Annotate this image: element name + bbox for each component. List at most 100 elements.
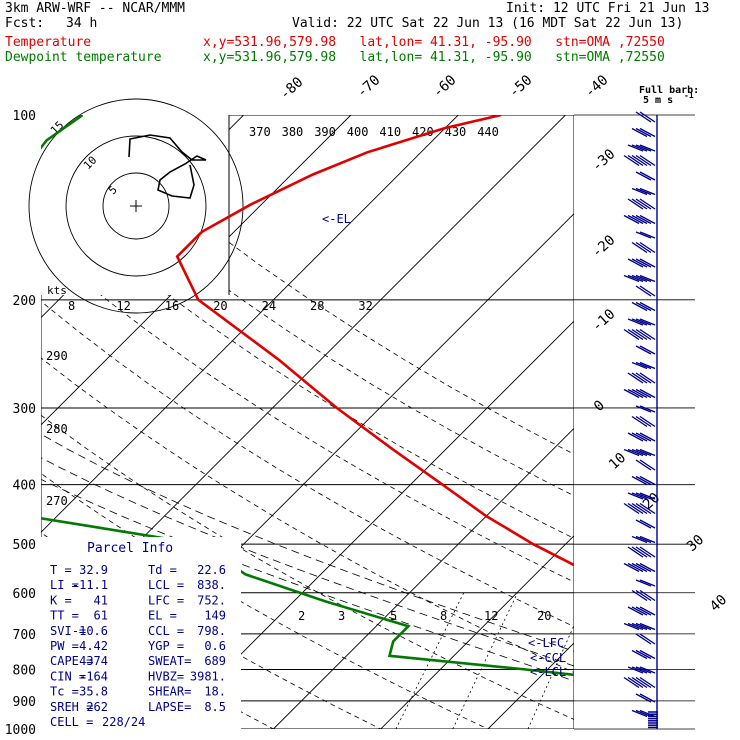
wind-barb xyxy=(627,198,644,210)
wind-barb xyxy=(635,372,652,384)
lcl-annotation: <-LCL xyxy=(530,665,566,679)
mixing-ratio-label: 20 xyxy=(537,609,551,623)
wind-barb xyxy=(639,405,656,413)
barb-key-value: 5 m s xyxy=(643,95,673,106)
mixing-ratio-label: 3 xyxy=(338,609,345,623)
wind-barb xyxy=(639,127,656,138)
wind-barb xyxy=(623,502,640,515)
wind-barb xyxy=(627,328,644,341)
dewpoint-curve xyxy=(41,115,574,677)
parcel-param-name: SHEAR= xyxy=(148,685,191,699)
wind-barb xyxy=(639,606,656,616)
forecast-label: Fcst: xyxy=(5,16,45,31)
wind-barb xyxy=(639,676,656,689)
wind-barb xyxy=(623,622,640,631)
wind-barb xyxy=(635,492,652,500)
wind-barb xyxy=(639,318,656,326)
wind-barb xyxy=(635,633,652,645)
dry-adiabat-line xyxy=(41,414,574,720)
isotherm-label: -50 xyxy=(506,72,536,101)
init-time: Init: 12 UTC Fri 21 Jun 13 xyxy=(506,1,710,16)
wind-barb xyxy=(631,372,648,384)
wind-barb xyxy=(631,258,648,268)
wind-barb xyxy=(635,622,652,631)
dry-adiabat-label: 270 xyxy=(46,494,68,508)
parcel-param-name: SREH = xyxy=(50,700,93,714)
wind-barb xyxy=(639,475,656,486)
parcel-param-value: 4374 xyxy=(79,654,108,668)
parcel-info-title: Parcel Info xyxy=(87,541,173,556)
dry-adiabat-line xyxy=(41,473,489,729)
pressure-tick-label: 500 xyxy=(13,538,36,553)
wind-barb xyxy=(639,361,656,370)
pressure-tick-label: 1000 xyxy=(5,723,36,738)
wind-barb xyxy=(639,535,656,544)
isotherm-label: 40 xyxy=(707,592,730,615)
wind-barb xyxy=(631,214,648,225)
pressure-tick-label: 800 xyxy=(13,663,36,678)
parcel-param-value: 32.9 xyxy=(79,563,108,577)
parcel-param-value: 838. xyxy=(197,578,226,592)
wind-barb xyxy=(635,301,652,312)
wind-barb xyxy=(639,372,656,384)
wind-barb xyxy=(627,372,644,384)
wind-barb xyxy=(631,241,648,254)
wind-barb xyxy=(627,258,644,268)
parcel-param-value: 149 xyxy=(204,609,226,623)
wind-barb xyxy=(635,318,652,326)
mixing-ratio-line xyxy=(452,592,518,729)
wind-barb xyxy=(639,693,656,703)
mixing-ratio-label: 5 xyxy=(390,609,397,623)
isotherm-label: -10 xyxy=(589,306,619,335)
wind-barb xyxy=(639,649,656,660)
isotherm-line xyxy=(165,320,574,729)
wind-barb xyxy=(635,285,652,297)
parcel-param-name: CCL = xyxy=(148,624,184,638)
wind-barb xyxy=(639,432,656,442)
wind-barb xyxy=(639,274,656,283)
parcel-param-value: 3981. xyxy=(190,669,226,683)
wind-barb xyxy=(639,388,656,399)
hodograph-speed-label: 24 xyxy=(262,299,276,313)
wind-barb xyxy=(639,492,656,500)
isotherm-line xyxy=(273,427,574,729)
parcel-param-name: SVI = xyxy=(50,624,86,638)
wind-barb xyxy=(623,676,640,689)
wind-barb xyxy=(639,562,656,573)
parcel-param-value: -164 xyxy=(79,669,108,683)
wind-barb xyxy=(635,432,652,442)
wind-barb xyxy=(631,127,648,138)
wind-barb xyxy=(631,606,648,616)
hodograph-ring xyxy=(65,135,207,277)
wind-barb xyxy=(635,388,652,399)
wind-barb xyxy=(627,606,644,616)
wind-barb xyxy=(631,388,648,399)
parcel-info-panel: Parcel Info T = 32.9 Td = 22.6 LI =-11.1 LCL =… xyxy=(41,537,241,729)
dry-adiabat-line xyxy=(41,188,574,539)
wind-barb xyxy=(631,432,648,442)
wind-barb xyxy=(639,301,656,312)
theta-label: 440 xyxy=(477,125,499,139)
isotherm-label: -40 xyxy=(582,72,612,101)
wind-barb xyxy=(623,328,640,341)
wind-barb xyxy=(627,144,644,152)
wind-barb xyxy=(639,171,656,181)
wind-barb xyxy=(631,198,648,210)
isotherm-label: -80 xyxy=(277,74,307,103)
parcel-param-value: 752. xyxy=(197,593,226,607)
wind-barb xyxy=(639,214,656,225)
wind-barb xyxy=(639,285,656,297)
parcel-param-value: 35.8 xyxy=(79,685,108,699)
wind-barb xyxy=(639,187,656,196)
parcel-param-name: HVBZ= xyxy=(148,669,184,683)
parcel-param-name: Tc = xyxy=(50,685,79,699)
wind-barb xyxy=(627,676,644,689)
pressure-tick-label: 200 xyxy=(13,294,36,309)
isotherm-label: -70 xyxy=(354,72,384,101)
parcel-param-name: CELL = xyxy=(50,715,93,729)
wind-barb xyxy=(627,492,644,500)
wind-barb xyxy=(627,388,644,399)
wind-barb xyxy=(635,405,652,413)
parcel-param-value: 798. xyxy=(197,624,226,638)
wind-barb xyxy=(627,432,644,442)
